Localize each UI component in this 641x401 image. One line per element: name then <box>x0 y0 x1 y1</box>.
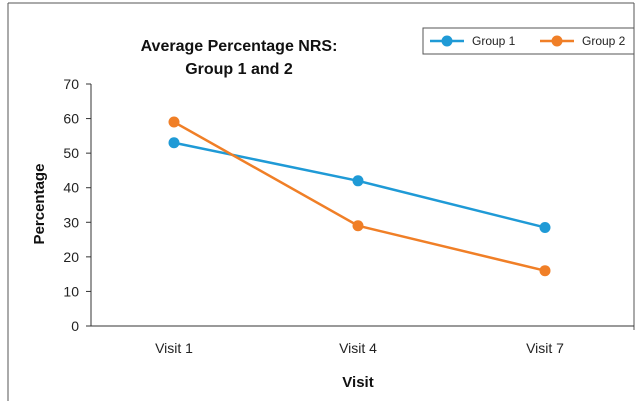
series-line <box>173 120 546 272</box>
x-axis-label: Visit <box>342 374 373 391</box>
chart-frame <box>7 2 635 401</box>
x-tick-label: Visit 1 <box>155 340 193 356</box>
data-point <box>539 265 551 277</box>
y-tick-label: 40 <box>63 180 79 196</box>
y-tick-label: 0 <box>71 318 79 334</box>
chart-subtitle: Group 1 and 2 <box>185 61 293 78</box>
data-point <box>352 220 364 232</box>
legend: Group 1 Group 2 <box>422 27 635 55</box>
x-tick-label: Visit 7 <box>526 340 564 356</box>
x-tick-label: Visit 4 <box>339 340 377 356</box>
data-point <box>352 175 364 187</box>
y-tick-label: 20 <box>63 249 79 265</box>
chart-title: Average Percentage NRS: <box>141 38 338 55</box>
y-tick-label: 70 <box>63 76 79 92</box>
series-2 <box>168 116 551 277</box>
legend-item: Group 1 <box>430 34 516 48</box>
axes <box>90 84 634 327</box>
data-point <box>168 116 180 128</box>
legend-item: Group 2 <box>540 34 626 48</box>
x-ticks: Visit 1 Visit 4 Visit 7 <box>155 340 564 356</box>
y-axis-label: Percentage <box>31 164 48 245</box>
y-tick-label: 10 <box>63 283 79 299</box>
y-tick-label: 50 <box>63 145 79 161</box>
legend-label: Group 2 <box>582 34 626 48</box>
data-point <box>168 137 180 149</box>
legend-marker <box>551 35 563 47</box>
y-tick-label: 30 <box>63 214 79 230</box>
data-point <box>539 221 551 233</box>
legend-marker <box>441 35 453 47</box>
y-tick-label: 60 <box>63 111 79 127</box>
series-group <box>168 116 551 277</box>
legend-label: Group 1 <box>472 34 516 48</box>
y-ticks: 0 10 20 30 40 50 60 70 <box>63 76 91 334</box>
